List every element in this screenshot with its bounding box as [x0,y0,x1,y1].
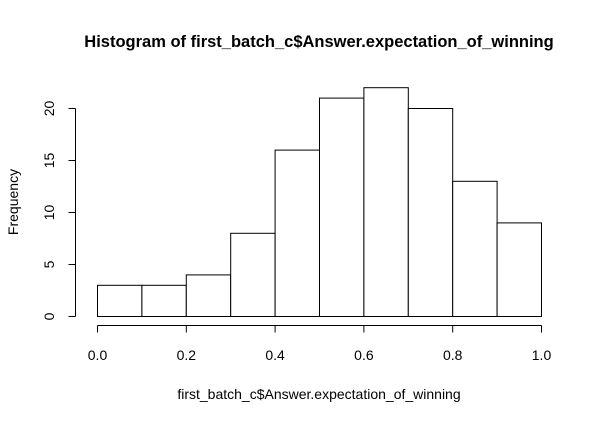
histogram-bar-0 [97,284,143,317]
y-axis: 0 5 10 15 20 [41,101,76,320]
y-tick-label: 5 [41,260,57,268]
x-tick-label: 0.8 [443,347,463,363]
y-tick-label: 15 [41,153,57,169]
y-tick-label: 0 [41,312,57,320]
histogram-bar-8 [452,180,498,317]
x-axis-label: first_batch_c$Answer.expectation_of_winn… [177,386,460,402]
histogram-bar-1 [141,284,187,317]
x-tick-label: 0.0 [88,347,108,363]
x-tick-label: 1.0 [532,347,552,363]
y-tick-label: 20 [41,101,57,117]
histogram-bar-2 [185,274,232,317]
y-axis-label: Frequency [5,169,21,235]
histogram-bar-5 [319,97,365,317]
histogram-bar-6 [363,87,409,317]
bars-group [97,87,543,317]
x-axis: 0.0 0.2 0.4 0.6 0.8 1.0 [88,325,552,363]
histogram-bar-4 [274,149,321,317]
histogram-bar-3 [230,232,276,317]
x-tick-label: 0.4 [265,347,285,363]
histogram-bar-7 [407,108,454,317]
y-tick-label: 10 [41,205,57,221]
chart-title: Histogram of first_batch_c$Answer.expect… [84,33,553,51]
histogram-bar-9 [496,222,543,317]
x-tick-label: 0.2 [177,347,197,363]
x-tick-label: 0.6 [354,347,374,363]
